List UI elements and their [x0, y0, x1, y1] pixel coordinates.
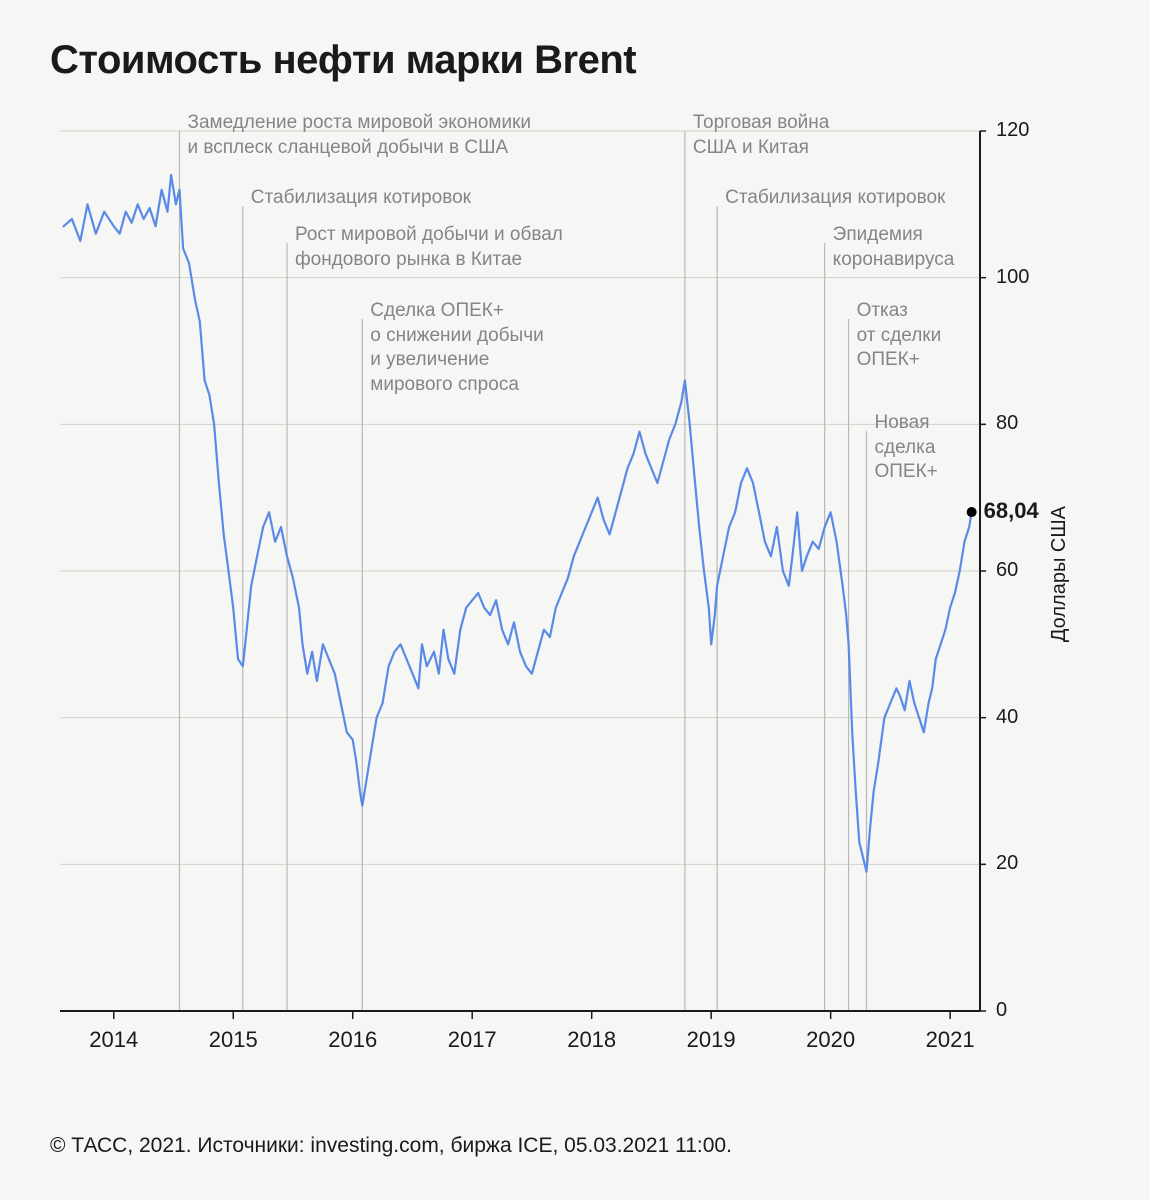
- event-annotation: Замедление роста мировой экономики и всп…: [187, 111, 531, 160]
- y-tick-label: 0: [996, 999, 1007, 1022]
- y-axis-caption: Доллары США: [1048, 506, 1071, 642]
- chart-area: 0 20 40 60 80 100 120 2014 2015 2016 2017 2018 2019 2…: [50, 111, 1100, 1061]
- y-tick-label: 60: [996, 559, 1018, 582]
- x-tick-label: 2020: [806, 1027, 855, 1053]
- y-tick-label: 40: [996, 706, 1018, 729]
- x-tick-label: 2018: [567, 1027, 616, 1053]
- footer-credit: © ТАСС, 2021. Источники: investing.com, …: [50, 1134, 732, 1158]
- y-tick-label: 120: [996, 119, 1029, 142]
- chart-container: Стоимость нефти марки Brent 0 20 40 60 80 100…: [0, 0, 1150, 1200]
- x-tick-label: 2016: [328, 1027, 377, 1053]
- event-annotation: Стабилизация котировок: [251, 186, 471, 211]
- y-tick-label: 20: [996, 852, 1018, 875]
- x-tick-label: 2019: [687, 1027, 736, 1053]
- event-annotation: Торговая война США и Китая: [693, 111, 829, 160]
- end-point-label: 68,04: [984, 498, 1039, 524]
- x-tick-label: 2014: [89, 1027, 138, 1053]
- event-annotation: Новая сделка ОПЕК+: [874, 411, 937, 485]
- event-annotation: Рост мировой добычи и обвал фондового ры…: [295, 223, 563, 272]
- y-tick-label: 100: [996, 266, 1029, 289]
- event-annotation: Сделка ОПЕК+ о снижении добычи и увеличе…: [370, 299, 543, 398]
- x-tick-label: 2021: [926, 1027, 975, 1053]
- event-annotation: Отказ от сделки ОПЕК+: [857, 299, 942, 373]
- x-tick-label: 2017: [448, 1027, 497, 1053]
- x-tick-label: 2015: [209, 1027, 258, 1053]
- event-annotation: Стабилизация котировок: [725, 186, 945, 211]
- event-annotation: Эпидемия коронавируса: [833, 223, 955, 272]
- chart-title: Стоимость нефти марки Brent: [50, 38, 1100, 83]
- y-tick-label: 80: [996, 412, 1018, 435]
